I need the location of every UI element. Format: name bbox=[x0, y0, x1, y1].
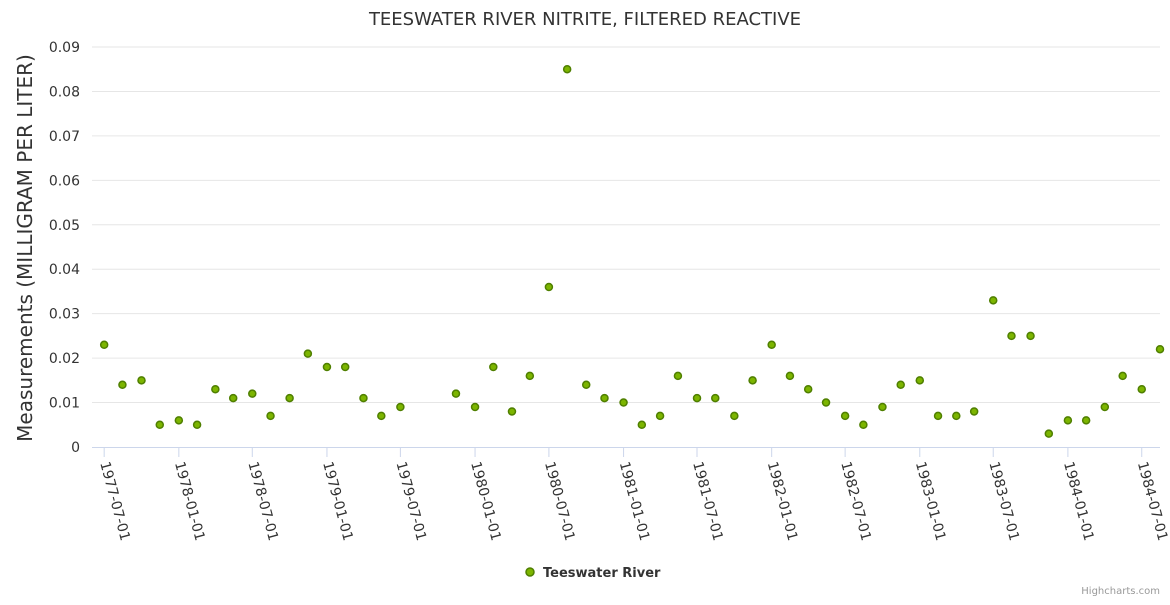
data-point[interactable] bbox=[544, 282, 554, 292]
data-point[interactable] bbox=[988, 296, 998, 305]
grid-lines bbox=[92, 46, 1160, 404]
y-tick-label: 0.03 bbox=[49, 307, 80, 323]
series-teeswater-river[interactable] bbox=[99, 64, 1170, 438]
y-axis-title: Measurements (MILLIGRAM PER LITER) bbox=[13, 54, 37, 442]
data-point[interactable] bbox=[1081, 416, 1091, 425]
legend-item-teeswater-river[interactable]: Teeswater River bbox=[543, 566, 661, 581]
data-point[interactable] bbox=[266, 411, 275, 421]
data-point[interactable] bbox=[174, 416, 184, 425]
x-tick-label: 1982-07-01 bbox=[837, 460, 874, 543]
data-point[interactable] bbox=[785, 371, 795, 381]
x-tick-label: 1977-07-01 bbox=[96, 460, 133, 543]
data-point[interactable] bbox=[748, 376, 757, 385]
credits-link[interactable]: Highcharts.com bbox=[1081, 586, 1160, 597]
data-point[interactable] bbox=[767, 340, 776, 350]
data-point[interactable] bbox=[303, 349, 313, 358]
data-point[interactable] bbox=[840, 411, 850, 421]
x-tick-label: 1983-07-01 bbox=[985, 460, 1022, 543]
data-point[interactable] bbox=[581, 380, 591, 390]
x-tick-label: 1981-01-01 bbox=[616, 460, 653, 543]
legend-marker-icon bbox=[525, 567, 535, 577]
data-point[interactable] bbox=[1155, 344, 1165, 354]
data-point[interactable] bbox=[228, 393, 238, 403]
data-point[interactable] bbox=[915, 376, 925, 385]
x-tick-label: 1980-07-01 bbox=[541, 460, 578, 543]
data-point[interactable] bbox=[322, 362, 332, 372]
data-point[interactable] bbox=[637, 420, 647, 430]
data-point[interactable] bbox=[711, 393, 720, 403]
x-tick-label: 1984-01-01 bbox=[1060, 460, 1097, 543]
data-point[interactable] bbox=[859, 420, 868, 430]
data-point[interactable] bbox=[896, 380, 905, 390]
y-tick-label: 0.08 bbox=[49, 84, 80, 100]
y-tick-label: 0.02 bbox=[49, 351, 80, 367]
data-point[interactable] bbox=[359, 393, 368, 403]
y-tick-label: 0.04 bbox=[49, 262, 80, 278]
data-point[interactable] bbox=[470, 402, 480, 412]
data-point[interactable] bbox=[396, 402, 405, 412]
data-point[interactable] bbox=[1100, 402, 1110, 412]
data-point[interactable] bbox=[673, 371, 683, 381]
y-tick-label: 0.09 bbox=[49, 40, 80, 56]
data-point[interactable] bbox=[1063, 416, 1073, 425]
x-axis: 1977-07-01 1978-01-01 1978-07-01 1979-01-01… bbox=[92, 447, 1170, 543]
data-point[interactable] bbox=[730, 411, 739, 421]
y-tick-label: 0.07 bbox=[49, 129, 80, 145]
legend[interactable]: Teeswater River bbox=[525, 566, 661, 581]
y-tick-label: 0.06 bbox=[49, 173, 80, 189]
data-point[interactable] bbox=[878, 402, 887, 412]
x-tick-label: 1984-07-01 bbox=[1134, 460, 1170, 543]
x-tick-label: 1983-01-01 bbox=[912, 460, 949, 543]
data-point[interactable] bbox=[118, 380, 127, 390]
data-point[interactable] bbox=[137, 376, 146, 385]
data-point[interactable] bbox=[99, 340, 109, 350]
data-point[interactable] bbox=[821, 398, 831, 407]
data-point[interactable] bbox=[1118, 371, 1127, 381]
x-tick-label: 1979-07-01 bbox=[393, 460, 430, 543]
data-point[interactable] bbox=[655, 411, 665, 421]
data-point[interactable] bbox=[692, 393, 702, 403]
x-tick-label: 1978-07-01 bbox=[244, 460, 281, 543]
data-point[interactable] bbox=[619, 398, 628, 407]
x-tick-label: 1982-01-01 bbox=[764, 460, 801, 543]
data-point[interactable] bbox=[1044, 429, 1054, 438]
data-point[interactable] bbox=[248, 389, 257, 398]
data-point[interactable] bbox=[340, 362, 350, 372]
data-point[interactable] bbox=[969, 407, 979, 416]
data-point[interactable] bbox=[1137, 384, 1146, 394]
data-point[interactable] bbox=[192, 420, 202, 430]
x-tick-label: 1979-01-01 bbox=[319, 460, 356, 543]
y-tick-label: 0.01 bbox=[49, 396, 80, 412]
data-point[interactable] bbox=[803, 384, 813, 394]
data-point[interactable] bbox=[600, 393, 609, 403]
data-point[interactable] bbox=[155, 420, 165, 430]
data-point[interactable] bbox=[933, 411, 943, 421]
data-point[interactable] bbox=[285, 393, 294, 403]
data-point[interactable] bbox=[562, 64, 572, 74]
data-point[interactable] bbox=[211, 384, 220, 394]
data-point[interactable] bbox=[952, 411, 961, 421]
y-axis: 0 0.01 0.02 0.03 0.04 0.05 0.06 0.07 0.08 0.09 bbox=[49, 40, 80, 456]
data-point[interactable] bbox=[525, 371, 535, 381]
x-tick-label: 1981-07-01 bbox=[689, 460, 726, 543]
y-tick-label: 0 bbox=[71, 440, 80, 456]
data-point[interactable] bbox=[507, 407, 517, 416]
x-tick-label: 1980-01-01 bbox=[467, 460, 504, 543]
data-point[interactable] bbox=[1026, 331, 1035, 341]
chart-title: TEESWATER RIVER NITRITE, FILTERED REACTI… bbox=[368, 9, 801, 30]
data-point[interactable] bbox=[1007, 331, 1016, 341]
data-point[interactable] bbox=[489, 362, 498, 372]
data-point[interactable] bbox=[377, 411, 386, 421]
y-tick-label: 0.05 bbox=[49, 218, 80, 234]
data-point[interactable] bbox=[451, 389, 461, 398]
x-tick-label: 1978-01-01 bbox=[171, 460, 208, 543]
